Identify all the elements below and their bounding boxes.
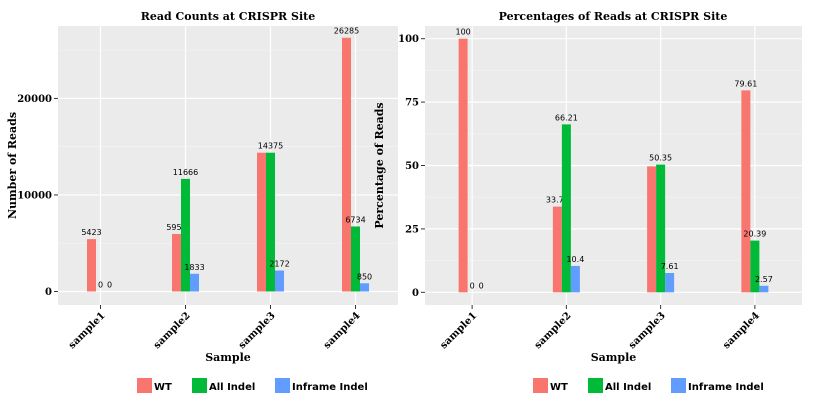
legend-label: Inframe Indel <box>688 382 764 393</box>
data-label: 850 <box>357 272 372 281</box>
x-axis-title: Sample <box>205 351 251 364</box>
data-label: 1833 <box>184 263 204 272</box>
data-label: 5423 <box>81 228 101 237</box>
data-label: 2172 <box>269 260 289 269</box>
x-tick-label: sample1 <box>67 310 108 351</box>
bar-all-indel-sample3 <box>656 164 666 293</box>
y-tick-label: 75 <box>405 98 419 109</box>
data-label: 0 <box>479 281 484 290</box>
x-tick-label: sample4 <box>721 310 762 351</box>
y-tick-label: 25 <box>405 224 419 235</box>
y-tick-label: 50 <box>405 161 419 172</box>
bar-wt-sample1 <box>87 239 96 292</box>
legend: WT All Indel Inframe Indel <box>533 378 764 393</box>
y-tick-label: 0 <box>45 287 52 298</box>
bar-inframe-indel-sample4 <box>360 283 369 292</box>
bar-wt-sample2 <box>552 206 562 293</box>
bar-wt-sample4 <box>342 37 351 292</box>
data-label: 7.61 <box>661 262 679 271</box>
bar-wt-sample1 <box>458 38 468 293</box>
data-label: 66.21 <box>555 113 578 122</box>
bar-inframe-indel-sample2 <box>570 265 580 293</box>
data-label: 10.4 <box>566 255 584 264</box>
bar-inframe-indel-sample2 <box>190 273 199 292</box>
legend-key-inframe-indel <box>275 378 290 393</box>
legend-label: WT <box>154 382 172 393</box>
chart-panel-1: 0 10000 20000 5423 5955 26285 0 11666 14375 6734 0… <box>6 10 398 393</box>
bar-all-indel-sample2 <box>181 178 190 292</box>
legend-label: All Indel <box>209 382 255 393</box>
y-axis-title: Percentage of Reads <box>373 102 386 228</box>
data-label: 33.79 <box>546 196 569 205</box>
y-tick-label: 0 <box>412 288 419 299</box>
legend-key-wt <box>137 378 152 393</box>
legend-label: WT <box>550 382 568 393</box>
x-tick-label: sample1 <box>438 310 479 351</box>
legend-label: All Indel <box>605 382 651 393</box>
bar-all-indel-sample4 <box>750 240 760 293</box>
bar-wt-sample3 <box>647 166 657 293</box>
bar-wt-sample2 <box>172 233 181 292</box>
legend-key-all-indel <box>192 378 207 393</box>
data-label: 20.39 <box>743 230 766 239</box>
data-label: 100 <box>455 28 470 37</box>
chart-title: Read Counts at CRISPR Site <box>141 10 315 23</box>
y-tick-label: 20000 <box>17 94 52 105</box>
data-label: 6734 <box>345 215 365 224</box>
legend: WT All Indel Inframe Indel <box>137 378 368 393</box>
x-tick-label: sample2 <box>152 310 193 351</box>
data-label: 14375 <box>258 142 283 151</box>
data-label: 0 <box>98 280 103 289</box>
legend-key-wt <box>533 378 548 393</box>
bar-all-indel-sample3 <box>266 152 275 292</box>
y-tick-label: 10000 <box>17 190 52 201</box>
y-axis-title: Number of Reads <box>6 112 19 219</box>
bar-wt-sample4 <box>741 90 751 293</box>
data-label: 11666 <box>173 168 198 177</box>
bar-inframe-indel-sample3 <box>665 273 675 293</box>
x-tick-label: sample3 <box>237 310 278 351</box>
legend-key-inframe-indel <box>671 378 686 393</box>
y-tick-label: 100 <box>398 34 419 45</box>
data-label: 5955 <box>166 223 186 232</box>
chart-title: Percentages of Reads at CRISPR Site <box>499 10 728 23</box>
data-label: 26285 <box>334 27 359 36</box>
bar-inframe-indel-sample4 <box>759 285 769 293</box>
bar-all-indel-sample2 <box>561 124 571 293</box>
data-label: 79.61 <box>734 79 757 88</box>
x-tick-label: sample3 <box>627 310 668 351</box>
plot-background <box>58 26 398 305</box>
x-tick-label: sample4 <box>322 310 363 351</box>
bar-wt-sample3 <box>257 152 266 292</box>
bar-inframe-indel-sample3 <box>275 270 284 292</box>
legend-key-all-indel <box>588 378 603 393</box>
data-label: 2.57 <box>755 275 773 284</box>
data-label: 0 <box>107 280 112 289</box>
bar-all-indel-sample4 <box>351 226 360 292</box>
x-tick-label: sample2 <box>533 310 574 351</box>
legend-label: Inframe Indel <box>292 382 368 393</box>
chart-panel-2: 0 25 50 75 100 100 33.79 79.61 0 66.21 50.35 20.39 0… <box>373 10 802 393</box>
data-label: 0 <box>470 281 475 290</box>
x-axis-title: Sample <box>591 351 637 364</box>
data-label: 50.35 <box>649 154 672 163</box>
